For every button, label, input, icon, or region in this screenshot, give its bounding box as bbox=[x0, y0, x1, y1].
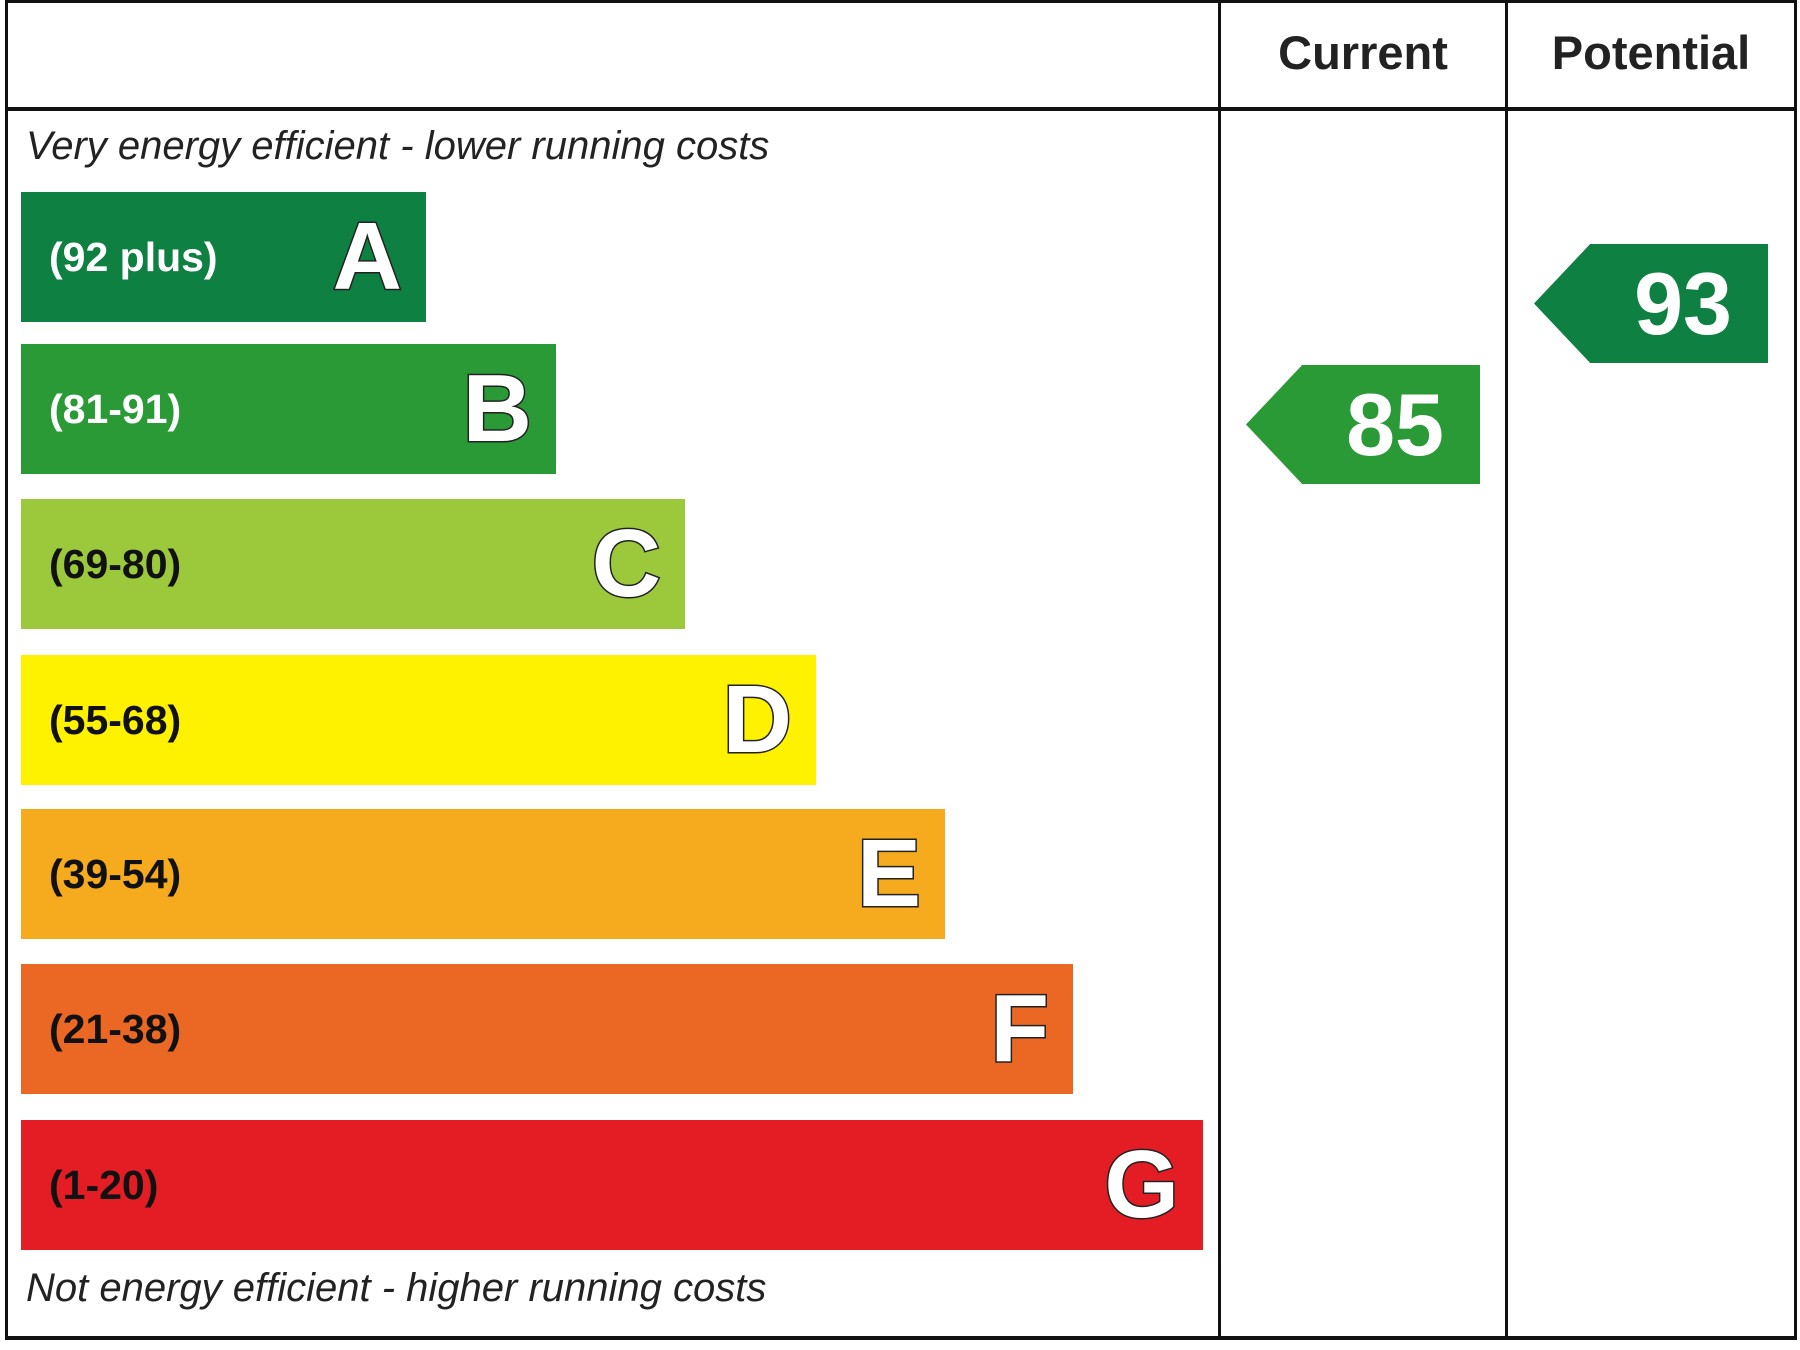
band-bar-c: (69-80) C bbox=[21, 499, 685, 629]
top-note: Very energy efficient - lower running co… bbox=[26, 124, 770, 168]
band-bar-f: (21-38) F bbox=[21, 964, 1073, 1094]
band-range: (55-68) bbox=[49, 696, 182, 743]
band-range: (69-80) bbox=[49, 540, 182, 587]
band-letter: B bbox=[461, 354, 533, 464]
band-letter: C bbox=[590, 509, 662, 619]
band-letter: A bbox=[331, 202, 403, 312]
band-bar-g: (1-20) G bbox=[21, 1120, 1203, 1250]
border-bottom bbox=[5, 1336, 1797, 1340]
band-bar-d: (55-68) D bbox=[21, 655, 816, 785]
potential-header: Potential bbox=[1551, 26, 1751, 79]
bottom-note: Not energy efficient - higher running co… bbox=[26, 1266, 767, 1310]
band-range: (1-20) bbox=[49, 1161, 159, 1208]
border-left bbox=[5, 0, 8, 1340]
header-divider bbox=[5, 107, 1797, 111]
band-bar-b: (81-91) B bbox=[21, 344, 556, 474]
band-range: (92 plus) bbox=[49, 233, 218, 280]
border-right bbox=[1794, 0, 1797, 1340]
band-range: (39-54) bbox=[49, 850, 182, 897]
border-top bbox=[5, 0, 1797, 3]
current-header: Current bbox=[1278, 26, 1448, 79]
band-range: (81-91) bbox=[49, 385, 182, 432]
band-letter: E bbox=[855, 819, 922, 929]
current-rating-value: 85 bbox=[1346, 374, 1444, 474]
potential-column-divider bbox=[1505, 0, 1508, 1340]
band-range: (21-38) bbox=[49, 1005, 182, 1052]
band-letter: G bbox=[1103, 1130, 1181, 1240]
band-bar-e: (39-54) E bbox=[21, 809, 945, 939]
band-bar-a: (92 plus) A bbox=[21, 192, 426, 322]
current-rating-arrow: 85 bbox=[1246, 365, 1480, 484]
band-letter: F bbox=[989, 974, 1051, 1084]
potential-rating-value: 93 bbox=[1634, 253, 1732, 353]
band-letter: D bbox=[721, 665, 793, 775]
current-column-divider bbox=[1218, 0, 1221, 1340]
potential-rating-arrow: 93 bbox=[1534, 244, 1768, 363]
